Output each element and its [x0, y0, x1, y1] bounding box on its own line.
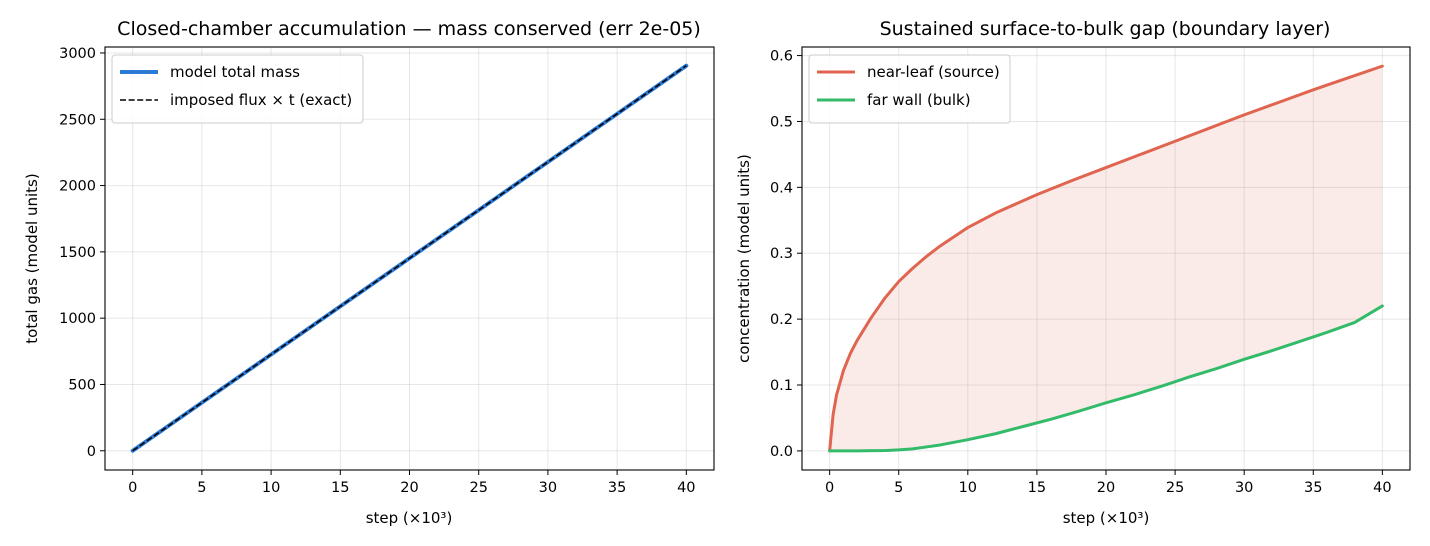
concentration-chart-y-tick-label: 0.5 [770, 114, 793, 130]
mass-chart-y-tick-label: 1000 [59, 311, 96, 327]
concentration-chart-y-tick-label: 0.2 [770, 312, 793, 328]
concentration-chart-x-tick-label: 0 [825, 480, 834, 496]
mass-chart-legend-label: imposed flux × t (exact) [170, 91, 352, 109]
concentration-chart-x-tick-label: 40 [1373, 480, 1391, 496]
concentration-chart-title: Sustained surface-to-bulk gap (boundary … [880, 18, 1331, 40]
mass-chart-x-tick-label: 40 [677, 480, 695, 496]
mass-chart-y-tick-label: 2500 [59, 112, 96, 128]
concentration-chart-legend-label: far wall (bulk) [867, 91, 971, 109]
mass-chart-x-tick-label: 20 [400, 480, 418, 496]
mass-chart-y-tick-label: 1500 [59, 245, 96, 261]
mass-chart-x-tick-label: 25 [469, 480, 487, 496]
concentration-chart-x-tick-label: 35 [1304, 480, 1322, 496]
mass-chart-legend-box [111, 54, 364, 124]
concentration-chart-y-axis-label: concentration (model units) [735, 154, 753, 363]
concentration-chart-x-tick-label: 25 [1166, 480, 1184, 496]
mass-chart-x-tick-label: 15 [331, 480, 349, 496]
concentration-chart-x-tick-label: 20 [1097, 480, 1115, 496]
mass-chart-x-tick-label: 10 [262, 480, 280, 496]
mass-chart-x-tick-label: 35 [608, 480, 626, 496]
concentration-chart-series-line-2 [828, 304, 1384, 453]
mass-chart-ticks: 0 5 10 15 20 25 30 35 40 0 500 1000 1500 2000 2500 3000 [59, 46, 695, 496]
mass-chart-x-tick-label: 0 [128, 480, 137, 496]
concentration-chart-gap-band [829, 66, 1383, 451]
mass-chart-y-tick-label: 2000 [59, 179, 96, 195]
mass-chart-grid [105, 47, 714, 470]
concentration-chart-y-tick-label: 0.3 [770, 246, 793, 262]
concentration-chart-x-axis-label: step (×10³) [1063, 509, 1150, 527]
concentration-chart: Sustained surface-to-bulk gap (boundary … [735, 18, 1411, 527]
concentration-chart-x-tick-label: 15 [1028, 480, 1046, 496]
concentration-chart-y-tick-label: 0.4 [770, 180, 793, 196]
mass-chart-x-tick-label: 5 [197, 480, 206, 496]
concentration-chart-x-tick-label: 10 [959, 480, 977, 496]
concentration-chart-legend-label: near-leaf (source) [867, 63, 1000, 81]
mass-chart-y-tick-label: 0 [87, 444, 96, 460]
concentration-chart-lines [828, 64, 1384, 453]
concentration-chart-x-tick-label: 30 [1235, 480, 1253, 496]
mass-chart-x-axis-label: step (×10³) [366, 509, 453, 527]
mass-chart-title: Closed-chamber accumulation — mass conse… [117, 18, 701, 40]
mass-chart-lines [130, 63, 689, 453]
concentration-chart-y-tick-label: 0.0 [770, 444, 793, 460]
concentration-chart-y-tick-label: 0.6 [770, 49, 793, 65]
concentration-chart-x-tick-label: 5 [894, 480, 903, 496]
mass-chart-x-tick-label: 30 [539, 480, 557, 496]
mass-chart-legend: model total mass imposed flux × t (exact) [111, 54, 364, 124]
concentration-chart-series-line-1 [828, 64, 1384, 453]
concentration-chart-legend-box [808, 54, 1011, 124]
concentration-chart-legend: near-leaf (source) far wall (bulk) [808, 54, 1011, 124]
concentration-chart-y-tick-label: 0.1 [770, 378, 793, 394]
mass-chart-y-tick-label: 3000 [59, 46, 96, 62]
mass-chart-y-tick-label: 500 [68, 377, 96, 393]
mass-chart-legend-label: model total mass [170, 63, 300, 81]
mass-chart-y-axis-label: total gas (model units) [23, 173, 41, 343]
mass-chart: Closed-chamber accumulation — mass conse… [23, 18, 715, 527]
concentration-chart-fills [829, 66, 1383, 451]
mass-chart-series-line-2 [132, 65, 687, 452]
concentration-chart-ticks: 0 5 10 15 20 25 30 35 40 0.0 0.1 0.2 0.3 0.4 0.5 0.6 [770, 49, 1392, 496]
